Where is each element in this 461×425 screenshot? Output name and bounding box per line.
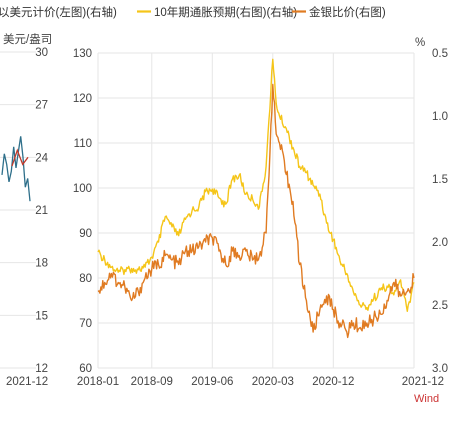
legend: 以美元计价(左图)(右轴) 10年期通胀预期(右图)(右轴) 金银比价(右图) [0,5,386,19]
y-tick-left: 120 [73,93,92,105]
y-tick-right: 2.5 [432,300,448,312]
x-tick: 2020-12 [312,376,354,388]
y-tick-right: 1.0 [432,111,448,123]
left-y-tick: 27 [35,100,48,112]
x-tick: 2019-06 [191,376,233,388]
left-series-line [1,136,31,202]
y-tick-left: 130 [73,48,92,60]
y-tick-left: 100 [73,183,92,195]
left-series-line [11,148,29,167]
legend-label-silver-usd: 以美元计价(左图)(右轴) [0,5,117,19]
y-tick-right: 0.5 [432,48,448,60]
x-tick: 2018-09 [131,376,173,388]
legend-label-gold-silver-ratio: 金银比价(右图) [309,5,386,19]
left-y-tick: 15 [35,310,48,322]
left-y-tick: 24 [35,152,48,164]
left-y-tick: 18 [35,258,48,270]
left-panel: 美元/盎司 30 27 24 21 18 15 12 2021-12 [0,32,52,388]
y-tick-left: 80 [79,273,92,285]
y-tick-left: 110 [74,138,92,150]
series-line-gold-silver-ratio [97,83,415,339]
left-y-tick: 30 [35,47,48,59]
source-label: Wind [414,393,439,405]
y-tick-left: 70 [79,318,92,330]
left-unit-label: 美元/盎司 [3,32,52,46]
y-tick-left: 90 [79,228,92,240]
left-y-tick: 12 [35,363,48,375]
x-tick: 2020-03 [252,376,294,388]
y-tick-right: 2.0 [432,237,448,249]
right-axis-unit: % [415,37,425,49]
x-tick: 2021-12 [402,376,444,388]
left-y-tick: 21 [35,205,48,217]
legend-label-inflation: 10年期通胀预期(右图)(右轴) [154,5,297,19]
y-tick-right: 3.0 [432,363,448,375]
x-tick: 2018-01 [77,376,119,388]
y-tick-right: 1.5 [432,174,448,186]
left-x-tick: 2021-12 [6,376,48,388]
y-tick-left: 60 [79,363,92,375]
series-line-inflation-expectation [97,58,415,312]
